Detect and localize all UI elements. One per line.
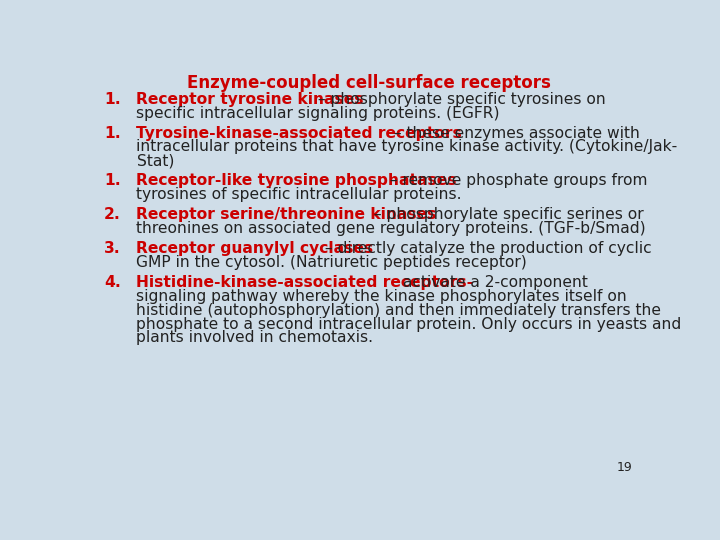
Text: activate a 2-component: activate a 2-component: [397, 275, 588, 290]
Text: Receptor tyrosine kinases: Receptor tyrosine kinases: [137, 92, 364, 107]
Text: 1.: 1.: [104, 126, 121, 140]
Text: Tyrosine-kinase-associated receptors: Tyrosine-kinase-associated receptors: [137, 126, 462, 140]
Text: Receptor guanylyl cyclases: Receptor guanylyl cyclases: [137, 241, 374, 256]
Text: 4.: 4.: [104, 275, 121, 290]
Text: Histidine-kinase-associated receptors-: Histidine-kinase-associated receptors-: [137, 275, 474, 290]
Text: Receptor-like tyrosine phosphatases: Receptor-like tyrosine phosphatases: [137, 173, 457, 188]
Text: – directly catalyze the production of cyclic: – directly catalyze the production of cy…: [320, 241, 652, 256]
Text: – these enzymes associate with: – these enzymes associate with: [389, 126, 640, 140]
Text: GMP in the cytosol. (Natriuretic peptides receptor): GMP in the cytosol. (Natriuretic peptide…: [137, 255, 527, 270]
Text: specific intracellular signaling proteins. (EGFR): specific intracellular signaling protein…: [137, 106, 500, 120]
Text: plants involved in chemotaxis.: plants involved in chemotaxis.: [137, 330, 374, 346]
Text: Enzyme-coupled cell-surface receptors: Enzyme-coupled cell-surface receptors: [187, 74, 551, 92]
Text: histidine (autophosphorylation) and then immediately transfers the: histidine (autophosphorylation) and then…: [137, 303, 662, 318]
Text: 2.: 2.: [104, 207, 121, 222]
Text: 1.: 1.: [104, 173, 121, 188]
Text: 19: 19: [617, 462, 632, 475]
Text: Stat): Stat): [137, 153, 174, 168]
Text: tyrosines of specific intracellular proteins.: tyrosines of specific intracellular prot…: [137, 187, 462, 202]
Text: threonines on associated gene regulatory proteins. (TGF-b/Smad): threonines on associated gene regulatory…: [137, 221, 646, 236]
Text: 1.: 1.: [104, 92, 121, 107]
Text: – remove phosphate groups from: – remove phosphate groups from: [385, 173, 647, 188]
Text: Receptor serine/threonine kinases: Receptor serine/threonine kinases: [137, 207, 437, 222]
Text: 3.: 3.: [104, 241, 121, 256]
Text: intracellular proteins that have tyrosine kinase activity. (Cytokine/Jak-: intracellular proteins that have tyrosin…: [137, 139, 678, 154]
Text: signaling pathway whereby the kinase phosphorylates itself on: signaling pathway whereby the kinase pho…: [137, 289, 627, 304]
Text: phosphate to a second intracellular protein. Only occurs in yeasts and: phosphate to a second intracellular prot…: [137, 316, 682, 332]
Text: – phosphorylate specific tyrosines on: – phosphorylate specific tyrosines on: [312, 92, 606, 107]
Text: – phosphorylate specific serines or: – phosphorylate specific serines or: [369, 207, 644, 222]
